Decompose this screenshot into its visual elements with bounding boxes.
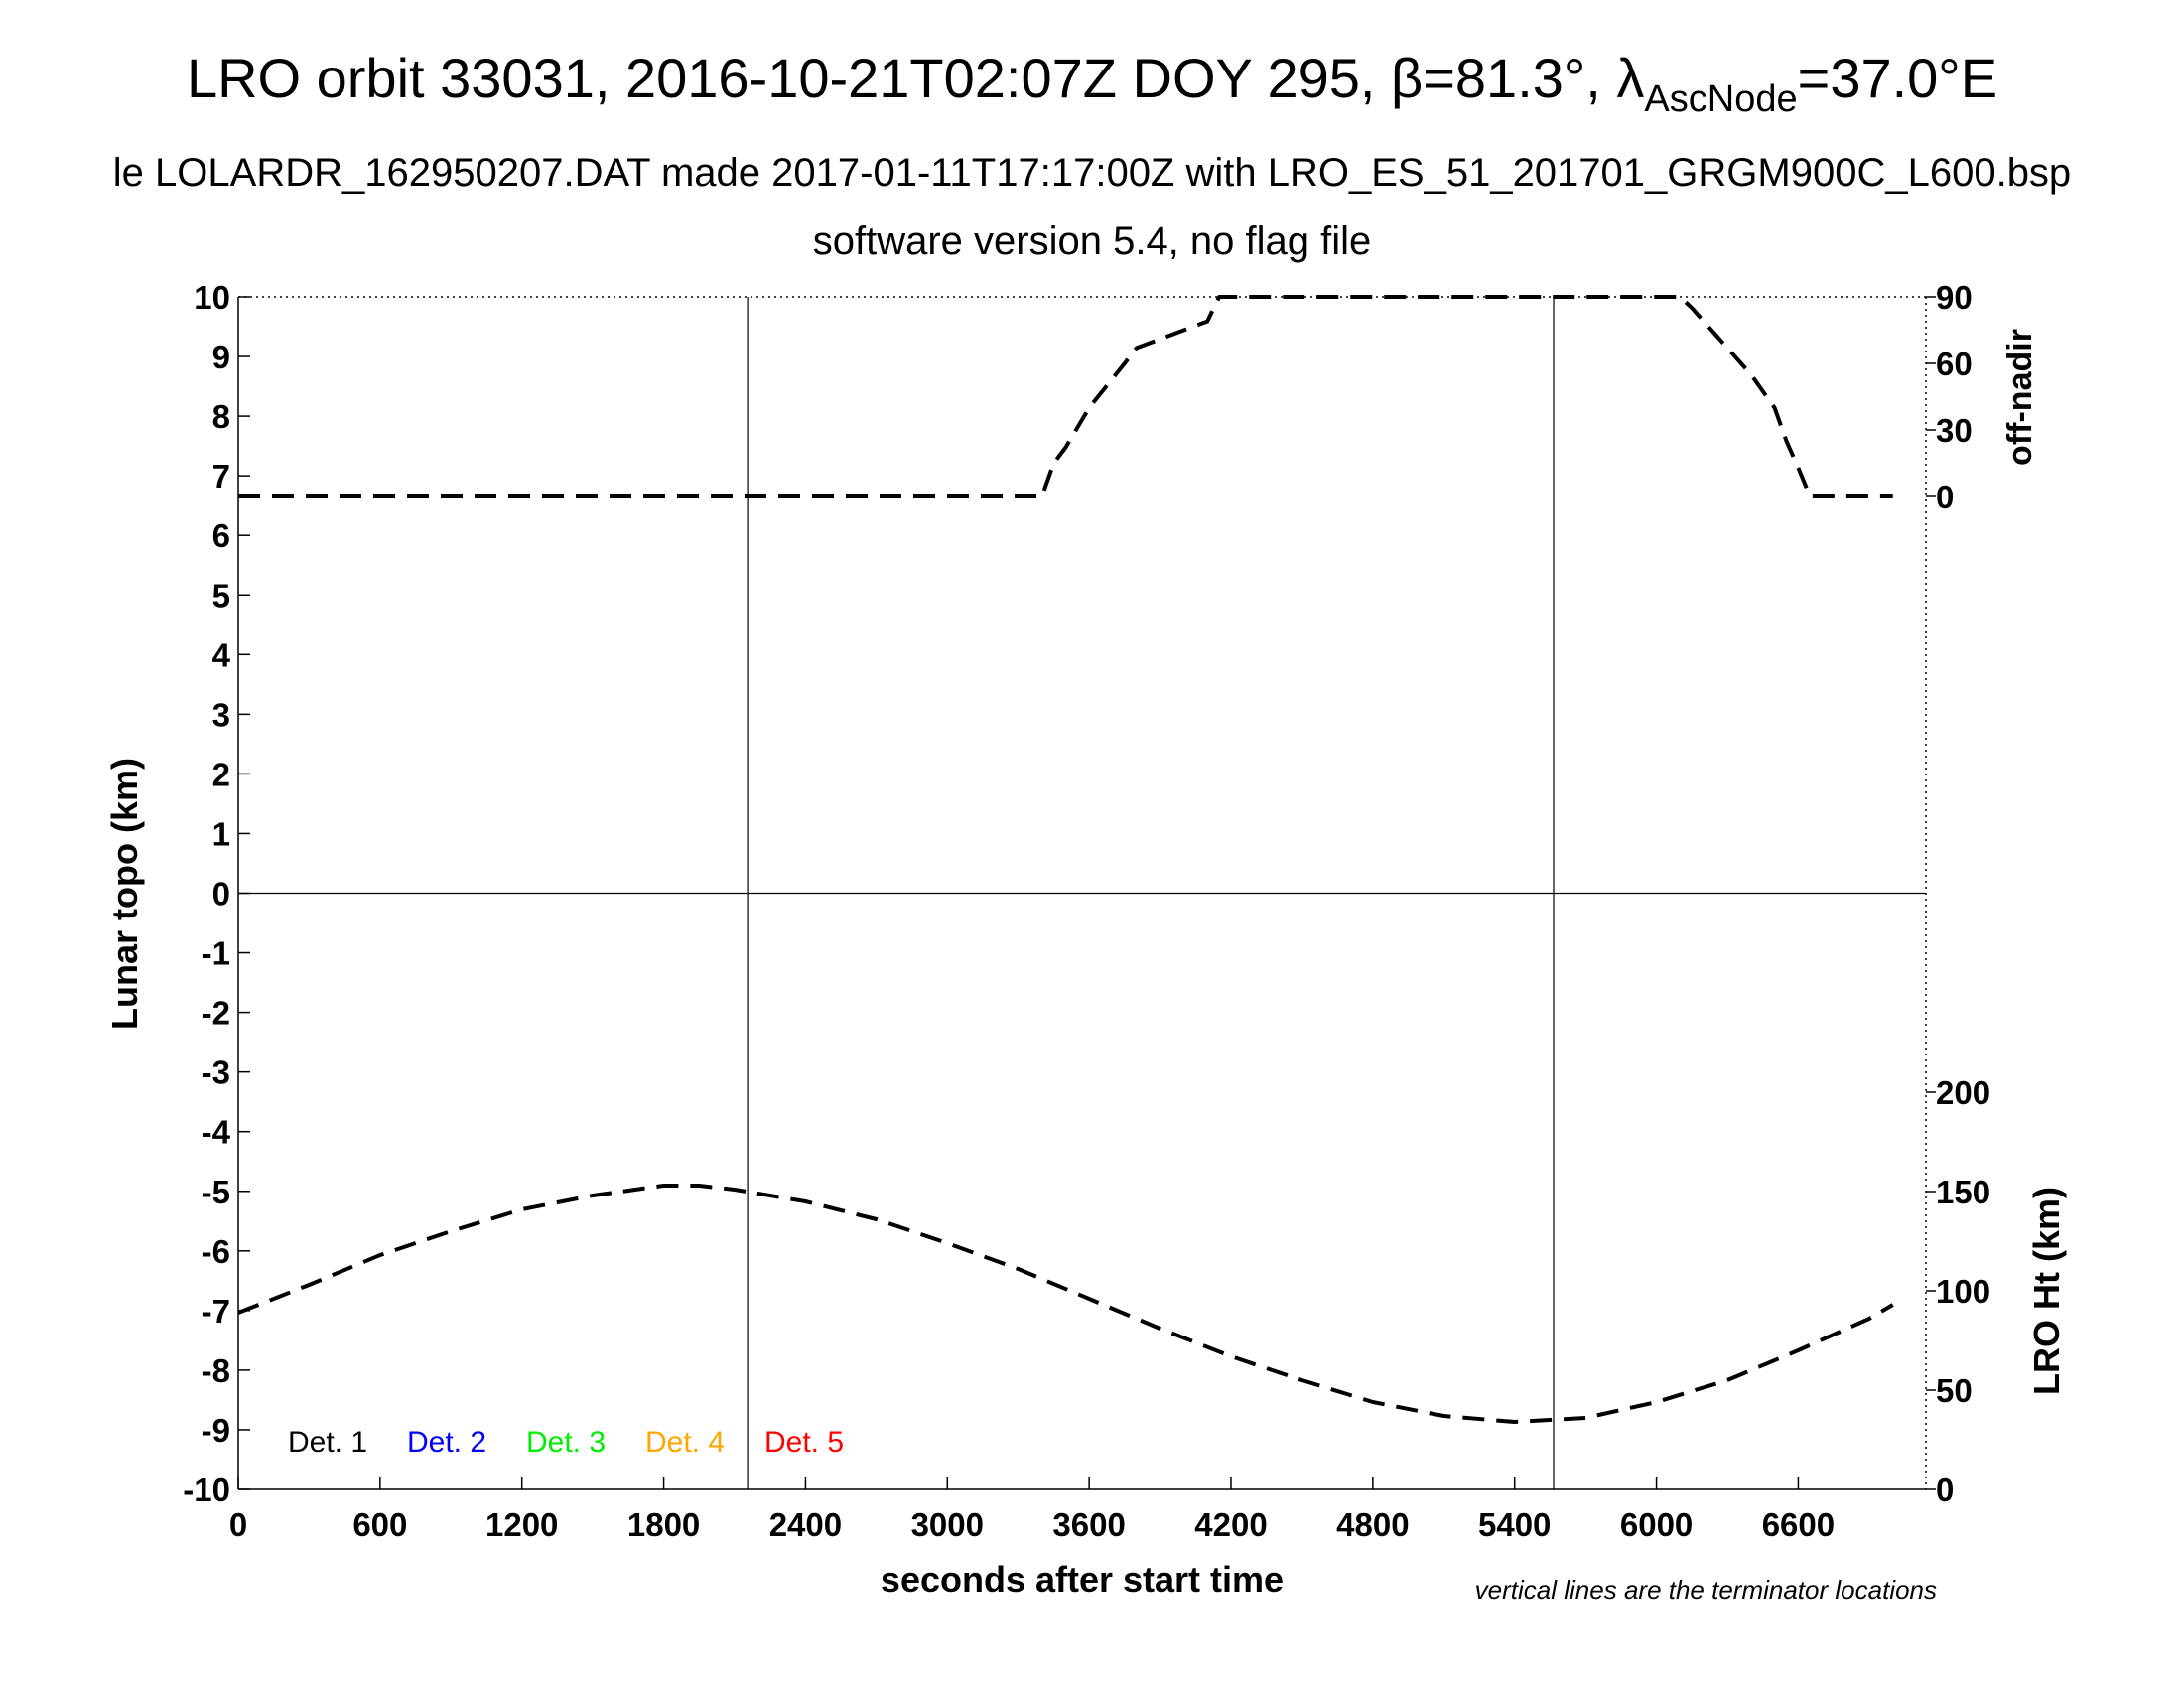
y-tick-label: 6 — [212, 517, 230, 554]
y-tick-label: -5 — [202, 1174, 230, 1210]
x-tick-label: 2400 — [769, 1506, 842, 1543]
y-tick-label: 4 — [212, 636, 231, 673]
legend-item-det-2: Det. 2 — [407, 1426, 486, 1459]
legend-item-det-5: Det. 5 — [764, 1426, 844, 1459]
offnadir-line — [238, 295, 1893, 498]
x-tick-label: 1800 — [627, 1506, 700, 1543]
lro-height-tick-label: 50 — [1936, 1372, 1973, 1409]
x-tick-label: 3600 — [1052, 1506, 1125, 1543]
y-tick-label: 3 — [212, 696, 230, 733]
lro-height-tick-label: 100 — [1936, 1273, 1990, 1310]
y-tick-label: 5 — [212, 577, 230, 614]
y-tick-label: -6 — [202, 1233, 230, 1270]
offnadir-tick-label: 30 — [1936, 412, 1973, 449]
legend-item-det-1: Det. 1 — [288, 1426, 367, 1459]
chart-title-end: =37.0°E — [1798, 47, 1997, 109]
lro-height-tick-label: 200 — [1936, 1074, 1990, 1111]
x-tick-label: 4200 — [1194, 1506, 1267, 1543]
offnadir-tick-label: 90 — [1936, 279, 1973, 316]
y-tick-label: 2 — [212, 756, 230, 792]
y-tick-label: -8 — [202, 1352, 230, 1389]
y-tick-label: -4 — [202, 1114, 231, 1151]
x-tick-label: 600 — [352, 1506, 407, 1543]
chart-subtitle-version: software version 5.4, no flag file — [813, 219, 1372, 263]
x-axis-label: seconds after start time — [881, 1559, 1284, 1600]
y-axis-label-lro-height: LRO Ht (km) — [2026, 1187, 2067, 1395]
y-tick-label: -3 — [202, 1055, 230, 1091]
y-tick-label: 9 — [212, 339, 230, 375]
y-tick-label: -9 — [202, 1412, 230, 1449]
y-tick-label: 0 — [212, 876, 230, 913]
legend-item-det-4: Det. 4 — [645, 1426, 725, 1459]
x-tick-label: 4800 — [1336, 1506, 1409, 1543]
offnadir-tick-label: 60 — [1936, 346, 1973, 382]
offnadir-tick-label: 0 — [1936, 479, 1954, 515]
legend-item-det-3: Det. 3 — [526, 1426, 606, 1459]
chart-title: LRO orbit 33031, 2016-10-21T02:07Z DOY 2… — [187, 47, 1997, 120]
y-tick-label: -10 — [183, 1472, 230, 1508]
y-tick-label: -7 — [202, 1293, 230, 1330]
x-tick-label: 5400 — [1478, 1506, 1551, 1543]
terminator-footnote: vertical lines are the terminator locati… — [1475, 1575, 1937, 1605]
x-tick-label: 1200 — [485, 1506, 558, 1543]
y-tick-label: 7 — [212, 458, 230, 494]
y-tick-label: 8 — [212, 398, 230, 435]
x-tick-label: 0 — [229, 1506, 247, 1543]
y-tick-label: -1 — [202, 935, 230, 972]
y-tick-label: 1 — [212, 815, 230, 852]
y-axis-label-left: Lunar topo (km) — [104, 758, 145, 1030]
y-tick-label: -2 — [202, 995, 230, 1032]
y-tick-label: 10 — [194, 279, 230, 316]
x-tick-label: 6600 — [1762, 1506, 1835, 1543]
lro-height-line — [237, 1184, 1894, 1424]
lro-height-tick-label: 0 — [1936, 1472, 1954, 1508]
lro-height-tick-label: 150 — [1936, 1174, 1990, 1210]
x-tick-label: 3000 — [911, 1506, 984, 1543]
chart-subtitle-file: le LOLARDR_162950207.DAT made 2017-01-11… — [113, 151, 2071, 195]
chart-title-subscript: AscNode — [1644, 78, 1797, 120]
y-axis-label-offnadir: off-nadir — [2001, 329, 2039, 466]
x-tick-label: 6000 — [1620, 1506, 1693, 1543]
